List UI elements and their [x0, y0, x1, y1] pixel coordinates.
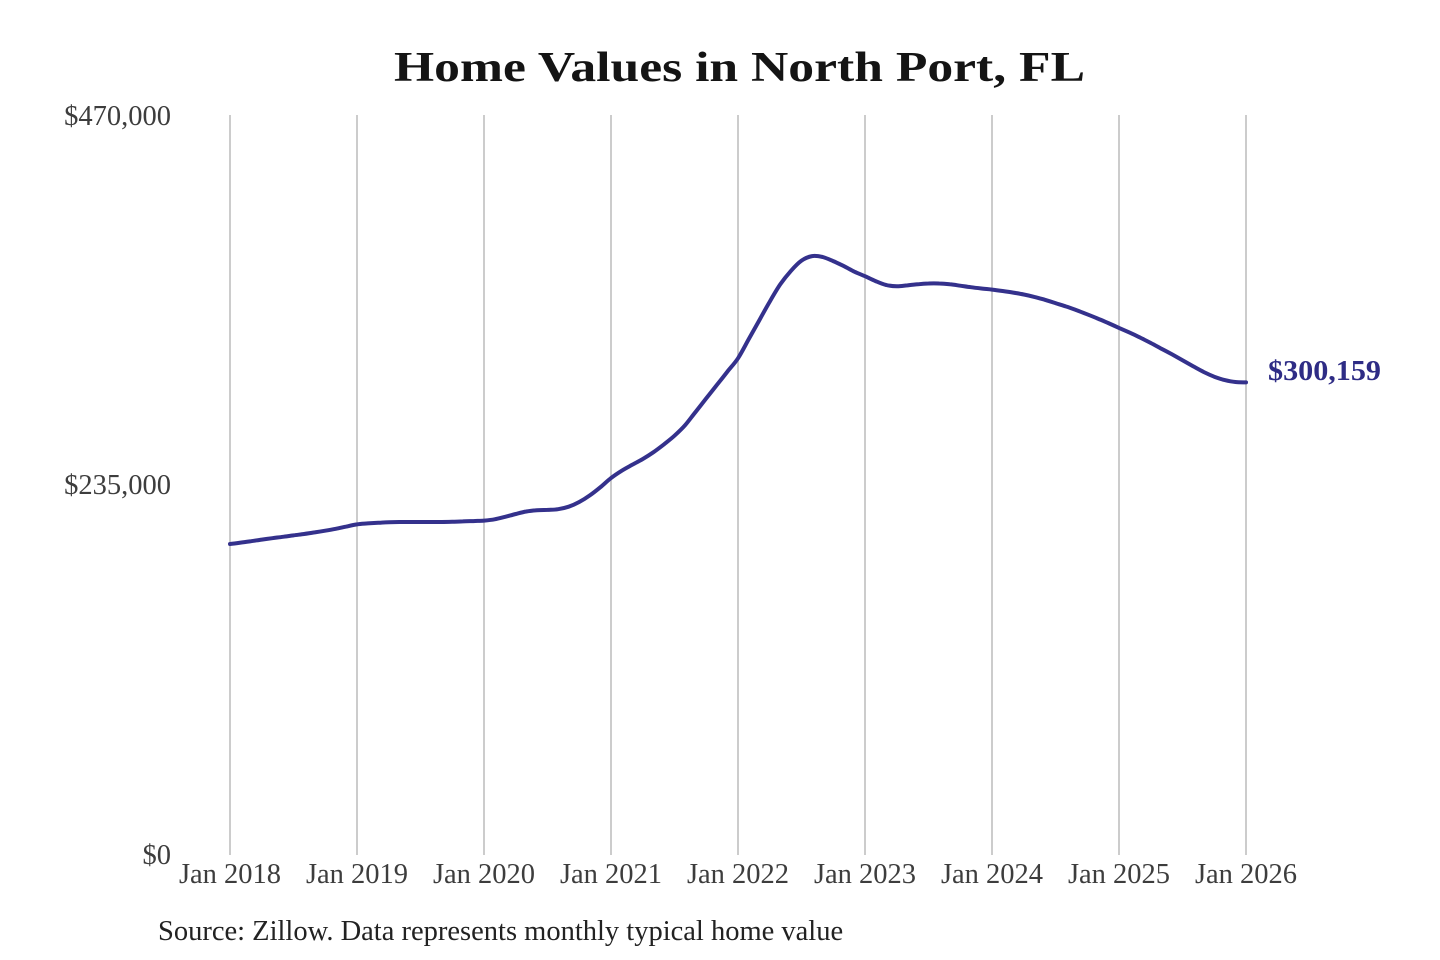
svg-text:Jan 2024: Jan 2024 — [941, 859, 1043, 890]
svg-text:Jan 2018: Jan 2018 — [179, 859, 281, 890]
svg-text:Source: Zillow. Data represent: Source: Zillow. Data represents monthly … — [158, 916, 843, 947]
svg-text:$300,159: $300,159 — [1268, 356, 1381, 387]
svg-text:Jan 2023: Jan 2023 — [814, 859, 916, 890]
svg-text:$0: $0 — [143, 840, 172, 871]
svg-text:Jan 2025: Jan 2025 — [1068, 859, 1170, 890]
svg-text:Jan 2019: Jan 2019 — [306, 859, 408, 890]
svg-text:Jan 2021: Jan 2021 — [560, 859, 662, 890]
svg-text:Home Values in North Port, FL: Home Values in North Port, FL — [394, 45, 1085, 91]
svg-text:Jan 2022: Jan 2022 — [687, 859, 789, 890]
svg-text:Jan 2020: Jan 2020 — [433, 859, 535, 890]
svg-text:$470,000: $470,000 — [64, 101, 171, 132]
svg-text:$235,000: $235,000 — [64, 470, 171, 501]
svg-text:Jan 2026: Jan 2026 — [1195, 859, 1297, 890]
